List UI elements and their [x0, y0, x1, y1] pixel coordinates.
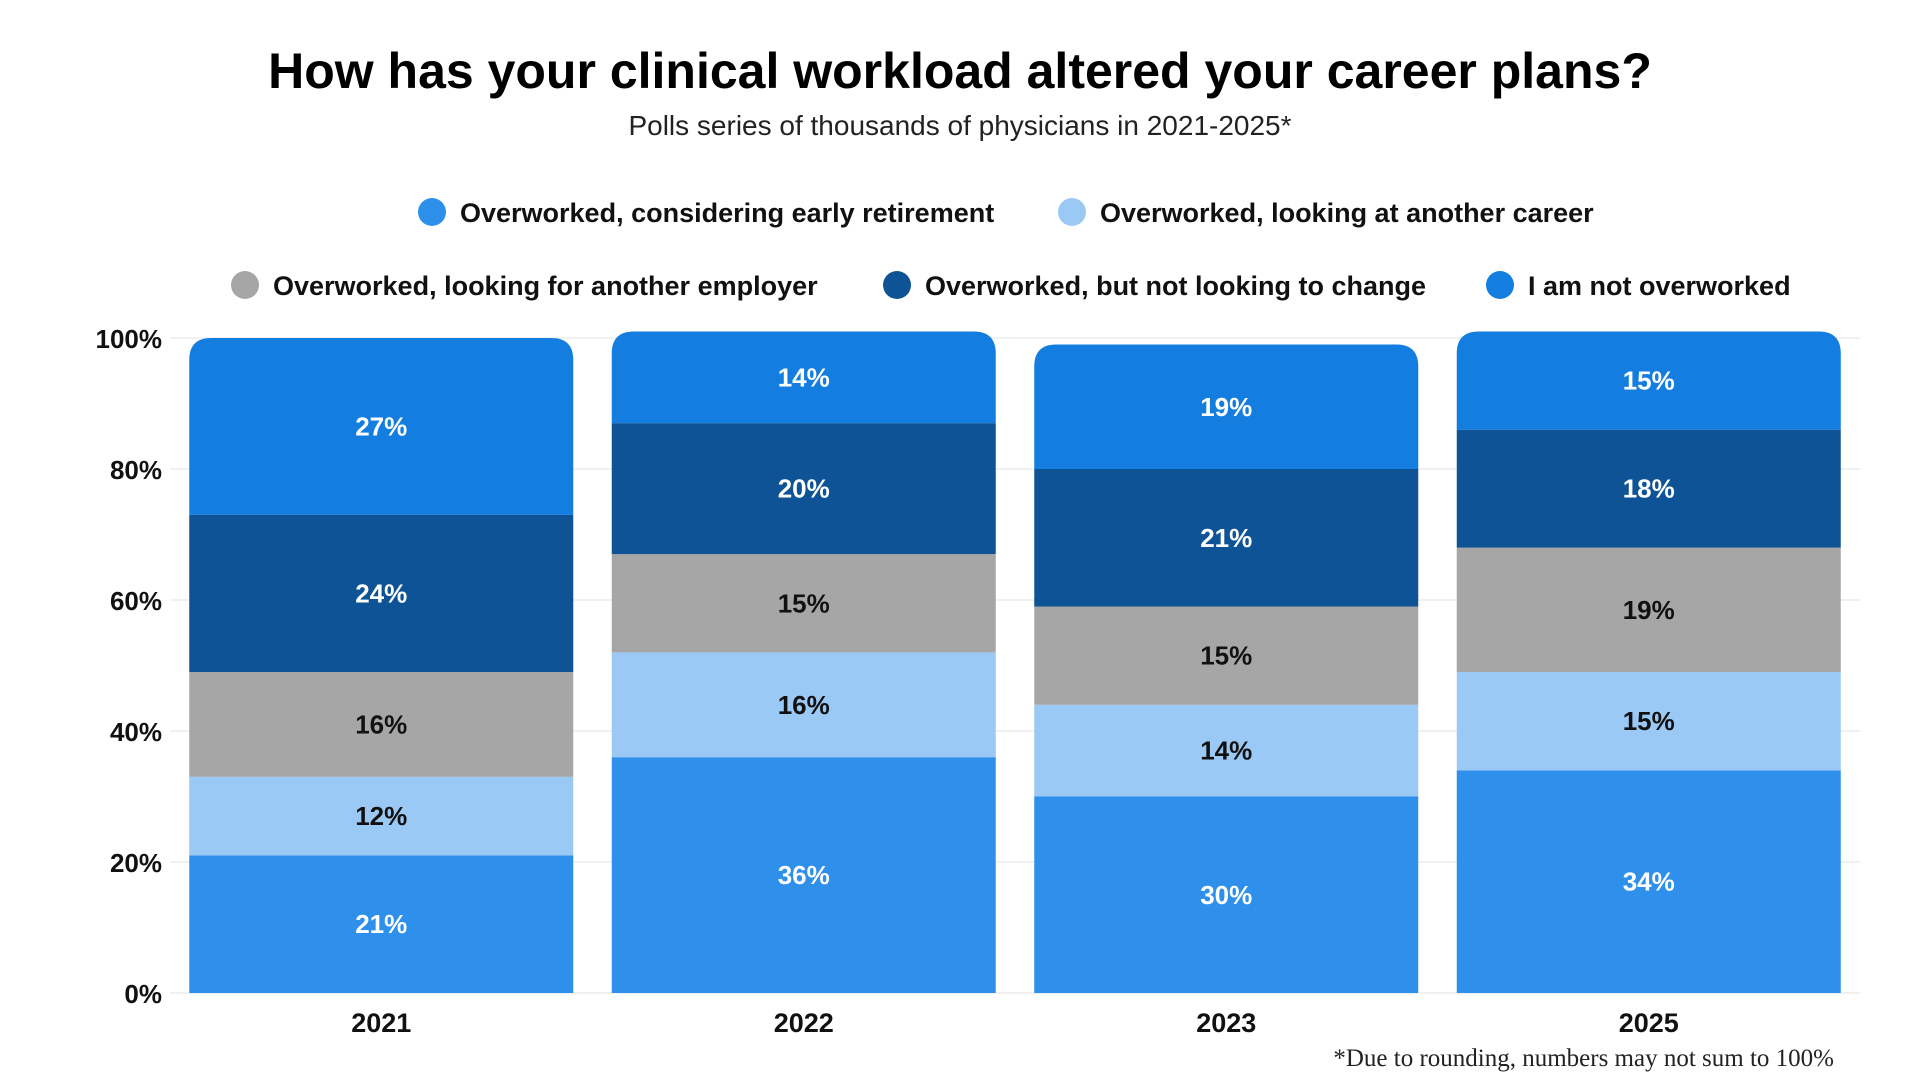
- data-label: 15%: [1623, 706, 1675, 736]
- bar-segment: [1456, 429, 1841, 548]
- legend-label: Overworked, looking for another employer: [273, 271, 818, 301]
- bar-segment: [1034, 344, 1419, 469]
- legend-label: Overworked, but not looking to change: [925, 271, 1426, 301]
- legend-item: Overworked, looking for another employer: [231, 271, 818, 301]
- data-label: 21%: [355, 909, 407, 939]
- y-tick-label: 0%: [124, 979, 162, 1009]
- y-tick-label: 60%: [110, 586, 162, 616]
- chart-subtitle: Polls series of thousands of physicians …: [628, 110, 1292, 141]
- legend-swatch: [1486, 271, 1514, 299]
- legend-label: Overworked, considering early retirement: [460, 198, 994, 228]
- y-tick-label: 80%: [110, 455, 162, 485]
- data-label: 18%: [1623, 474, 1675, 504]
- data-label: 15%: [1623, 366, 1675, 396]
- data-label: 19%: [1623, 595, 1675, 625]
- legend-item: Overworked, but not looking to change: [883, 271, 1426, 301]
- data-label: 14%: [778, 362, 830, 392]
- bar-segment: [189, 514, 574, 673]
- data-label: 16%: [778, 690, 830, 720]
- data-label: 19%: [1200, 392, 1252, 422]
- data-label: 27%: [355, 411, 407, 441]
- bar-segment: [611, 554, 996, 653]
- data-label: 15%: [1200, 641, 1252, 671]
- bar-segment: [611, 757, 996, 993]
- data-label: 24%: [355, 578, 407, 608]
- legend: Overworked, considering early retirement…: [231, 198, 1791, 301]
- x-tick-label: 2025: [1619, 1008, 1679, 1038]
- data-label: 15%: [778, 588, 830, 618]
- bar-segment: [1456, 672, 1841, 771]
- bars: 21% 12% 16% 24% 27% 36% 16% 15% 20% 14% 30% 14% 15% 2…: [189, 331, 1841, 993]
- bar-segment: [1456, 547, 1841, 673]
- legend-item: Overworked, looking at another career: [1058, 198, 1594, 228]
- bar-segment: [611, 423, 996, 555]
- y-axis: 0% 20% 40% 60% 80% 100%: [96, 324, 163, 1009]
- y-tick-label: 20%: [110, 848, 162, 878]
- data-label: 14%: [1200, 736, 1252, 766]
- bar-segment: [189, 338, 574, 515]
- bar-segment: [1034, 606, 1419, 705]
- y-tick-label: 100%: [96, 324, 163, 354]
- data-label: 12%: [355, 801, 407, 831]
- chart-title: How has your clinical workload altered y…: [268, 43, 1652, 99]
- data-label: 20%: [778, 474, 830, 504]
- bar-segment: [1034, 704, 1419, 797]
- bar-segment: [1034, 796, 1419, 993]
- x-tick-label: 2022: [774, 1008, 834, 1038]
- data-label: 30%: [1200, 880, 1252, 910]
- x-axis: 2021 2022 2023 2025: [351, 1008, 1679, 1038]
- legend-label: I am not overworked: [1528, 271, 1791, 301]
- data-label: 21%: [1200, 523, 1252, 553]
- bar-segment: [611, 331, 996, 424]
- bar-segment: [189, 855, 574, 993]
- y-tick-label: 40%: [110, 717, 162, 747]
- legend-swatch: [1058, 198, 1086, 226]
- legend-label: Overworked, looking at another career: [1100, 198, 1594, 228]
- x-tick-label: 2021: [351, 1008, 411, 1038]
- x-tick-label: 2023: [1196, 1008, 1256, 1038]
- legend-swatch: [418, 198, 446, 226]
- footnote: *Due to rounding, numbers may not sum to…: [1333, 1045, 1834, 1072]
- data-label: 16%: [355, 709, 407, 739]
- bar-segment: [1456, 331, 1841, 430]
- bar-segment: [189, 672, 574, 777]
- legend-swatch: [231, 271, 259, 299]
- data-label: 34%: [1623, 867, 1675, 897]
- bar-segment: [189, 776, 574, 856]
- bar-segment: [611, 652, 996, 758]
- legend-item: Overworked, considering early retirement: [418, 198, 994, 228]
- legend-item: I am not overworked: [1486, 271, 1791, 301]
- bar-segment: [1456, 770, 1841, 993]
- data-label: 36%: [778, 860, 830, 890]
- legend-swatch: [883, 271, 911, 299]
- bar-segment: [1034, 469, 1419, 607]
